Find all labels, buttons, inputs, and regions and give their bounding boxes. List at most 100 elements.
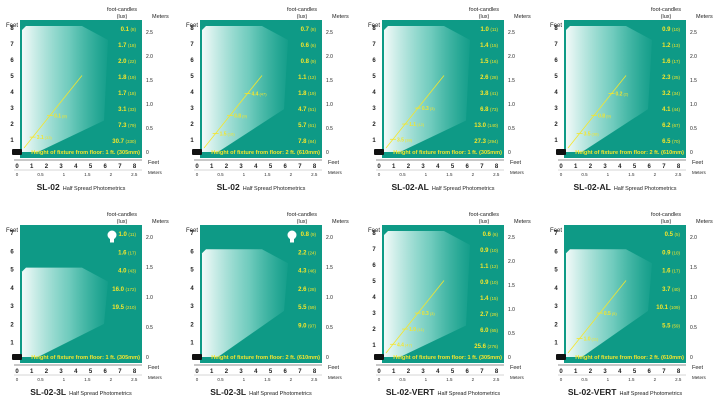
illuminance-reading: 2.3 (25) [662, 75, 680, 81]
bottom-meter-tick: 0.5 [217, 172, 224, 177]
diagonal-reading: 4.4(47) [397, 342, 413, 348]
illuminance-reading: 1.8 (19) [298, 91, 316, 97]
beam-edge-line [567, 75, 627, 149]
reading-fc: 3.8 [480, 91, 489, 97]
bottom-feet-label: Feet [510, 365, 521, 371]
bottom-meter-tick: 2.5 [493, 172, 500, 177]
panel-caption: SL-02-3L Half Spread Photometrics [30, 387, 132, 396]
bottom-feet-tick: 7 [118, 369, 122, 375]
bottom-feet-tick: 0 [195, 164, 199, 170]
feet-tick-label: 5 [372, 279, 376, 285]
reading-fc: 0.5 [665, 232, 674, 238]
feet-tick-label: 1 [554, 138, 558, 144]
reading-lux: (47) [259, 92, 267, 97]
bottom-feet-tick: 2 [589, 164, 593, 170]
illuminance-reading: 1.7 (18) [118, 91, 136, 97]
panel-title: SL-02-3L [30, 387, 66, 396]
feet-tick-label: 8 [190, 26, 194, 32]
bottom-feet-tick: 1 [210, 164, 214, 170]
feet-axis-label: Feet [550, 23, 562, 29]
feet-tick-label: 2 [554, 122, 558, 128]
reading-lux: (33) [45, 135, 53, 140]
feet-tick-label: 2 [10, 322, 14, 328]
panel-title: SL-02 [37, 182, 60, 192]
reading-lux: (97) [308, 323, 317, 328]
feet-axis-label: Feet [368, 23, 380, 29]
light-spread-shape [202, 249, 288, 357]
meter-tick-label: 0 [326, 150, 329, 156]
meter-tick-label: 1.5 [326, 265, 333, 271]
reading-fc: 0.8 [301, 59, 310, 65]
beam-edge-line [385, 75, 445, 149]
diagonal-reading: 4.4(47) [252, 92, 268, 98]
reading-lux: (12) [490, 264, 499, 269]
reading-lux: (9) [242, 113, 248, 118]
foot-candles-label: foot-candles [107, 7, 137, 13]
feet-tick-label: 5 [190, 268, 194, 274]
meter-tick-label: 1.0 [326, 102, 333, 108]
photometric-panel: Feet Meters foot-candles(lux) 8 7 6 5 4 3 2 1 2.5 2.… [6, 7, 169, 192]
reading-lux: (15) [490, 296, 499, 301]
illuminance-reading: 3.7 (40) [662, 287, 680, 293]
illuminance-reading: 7.3 (79) [118, 123, 136, 129]
bottom-feet-tick: 5 [89, 164, 93, 170]
feet-tick-label: 5 [10, 74, 14, 80]
bottom-feet-tick: 3 [603, 164, 607, 170]
bottom-meter-tick: 1 [425, 377, 428, 382]
bottom-feet-tick: 2 [225, 164, 229, 170]
bottom-feet-tick: 1 [210, 369, 214, 375]
reading-lux: (17) [672, 269, 681, 274]
reading-fc: 6.8 [480, 107, 489, 113]
meter-tick-label: 1.0 [508, 102, 515, 108]
feet-tick-label: 3 [372, 106, 376, 112]
reading-lux: (19) [128, 75, 137, 80]
bottom-feet-tick: 2 [407, 164, 411, 170]
bottom-meter-tick: 2.5 [311, 377, 318, 382]
meter-tick-label: 0.5 [508, 331, 515, 337]
reading-lux: (38) [405, 137, 413, 142]
illuminance-reading: 5.5 (59) [298, 305, 316, 311]
feet-tick-label: 7 [554, 42, 558, 48]
reading-fc: 2.6 [480, 75, 489, 81]
photometric-panel: Feet Meters foot-candles(lux) 8 7 6 5 4 3 2 1 2.5 2.… [550, 7, 713, 192]
reading-lux: (18) [128, 43, 137, 48]
lux-label: (lux) [479, 14, 490, 20]
bottom-meters-label: Meters [692, 170, 707, 175]
bottom-feet-tick: 0 [559, 369, 563, 375]
fixture-height-label: Height of fixture from floor: 2 ft. (610… [575, 355, 684, 361]
reading-lux: (43) [128, 269, 137, 274]
reading-lux: (2) [623, 92, 629, 97]
panel-subtitle: Half Spread Photometrics [437, 391, 500, 396]
reading-fc: 1.1 [409, 122, 416, 128]
feet-tick-label: 1 [554, 341, 558, 347]
bottom-feet-label: Feet [510, 160, 521, 166]
panel-title: SL-02-AL [574, 182, 611, 192]
bottom-feet-tick: 2 [225, 369, 229, 375]
bottom-meter-tick: 2 [290, 377, 293, 382]
bottom-feet-tick: 4 [74, 369, 78, 375]
feet-tick-label: 7 [10, 231, 14, 237]
panel-subtitle: Half Spread Photometrics [249, 391, 312, 396]
foot-candles-label: foot-candles [469, 212, 499, 218]
bottom-meter-tick: 2.5 [493, 377, 500, 382]
illuminance-reading: 1.6 (17) [118, 250, 136, 256]
reading-fc: 6.0 [480, 328, 489, 334]
illuminance-reading: 1.1 (12) [480, 264, 498, 270]
bottom-feet-tick: 6 [104, 164, 108, 170]
diagonal-reading: 0.3(3) [422, 311, 436, 317]
feet-tick-label: 1 [372, 138, 376, 144]
meter-tick-label: 2.5 [326, 30, 333, 36]
light-spread-shape [384, 231, 470, 357]
bottom-feet-tick: 7 [662, 164, 666, 170]
feet-tick-label: 6 [10, 58, 14, 64]
bottom-feet-tick: 6 [104, 369, 108, 375]
meter-tick-label: 1.5 [508, 78, 515, 84]
reading-fc: 2.2 [298, 250, 307, 256]
bottom-feet-tick: 7 [298, 369, 302, 375]
feet-tick-label: 4 [372, 90, 376, 96]
reading-fc: 1.0 [480, 27, 489, 33]
reading-lux: (46) [308, 269, 317, 274]
reading-lux: (18) [128, 91, 137, 96]
bottom-feet-tick: 4 [436, 164, 440, 170]
